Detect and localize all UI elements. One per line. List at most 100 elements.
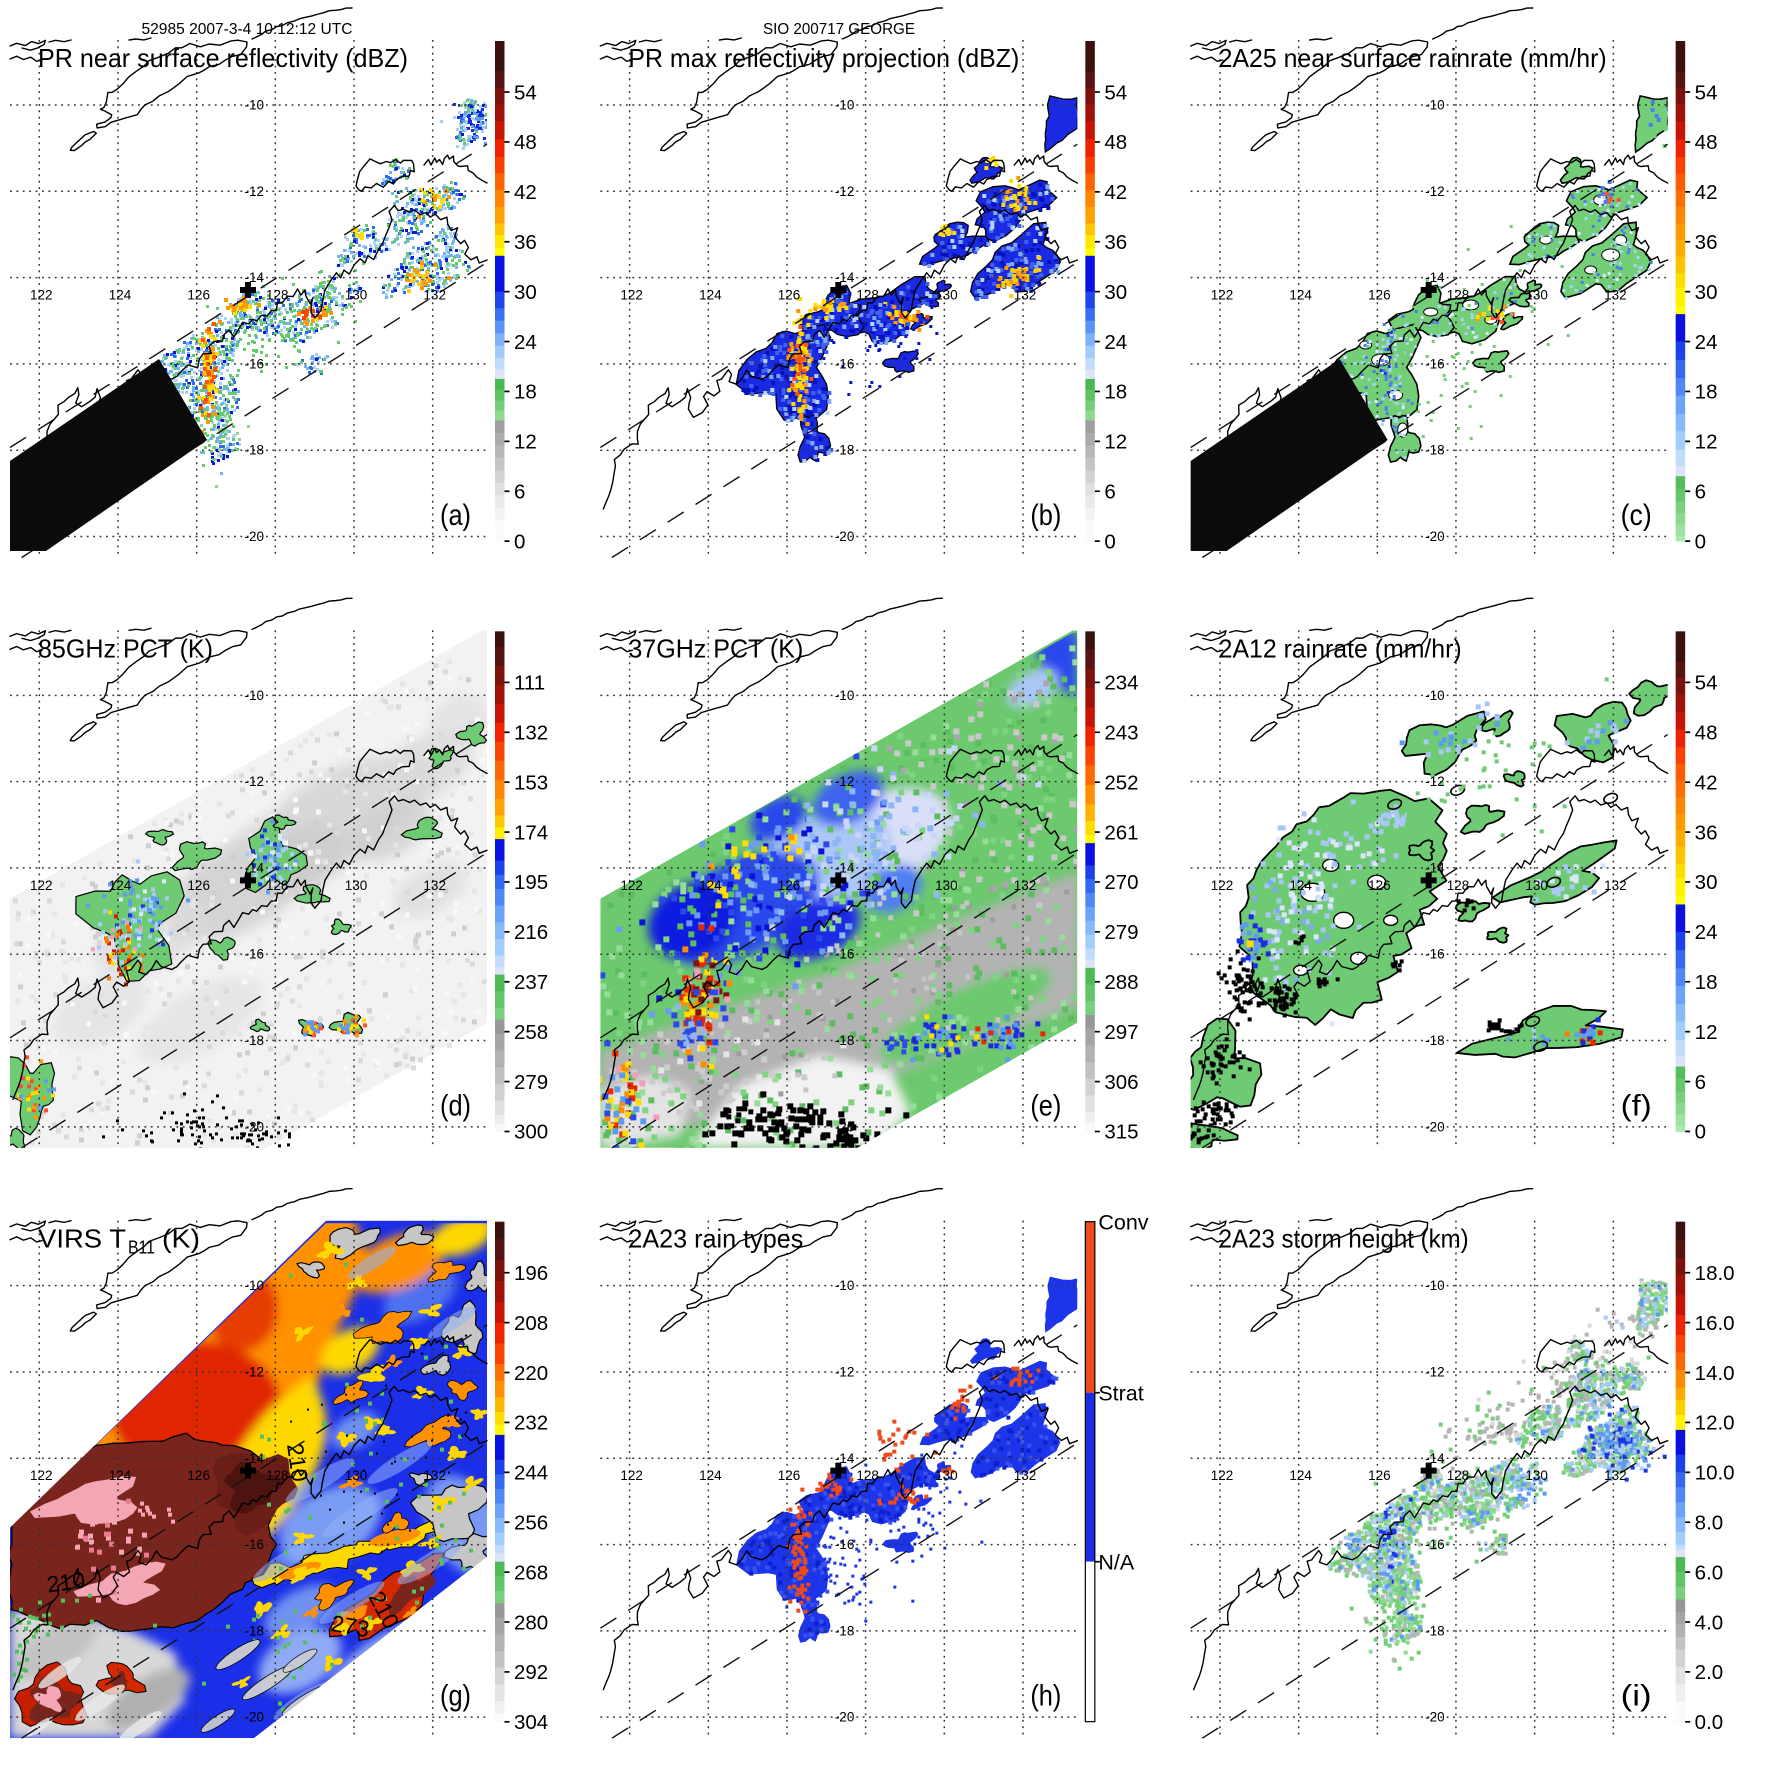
svg-text:18.0: 18.0	[1695, 1262, 1735, 1285]
svg-text:PR near surface reflectivity (: PR near surface reflectivity (dBZ)	[38, 43, 408, 73]
svg-text:24: 24	[1104, 331, 1127, 354]
svg-text:42: 42	[1695, 181, 1718, 204]
svg-text:36: 36	[514, 231, 537, 254]
svg-text:48: 48	[1104, 131, 1127, 154]
svg-text:232: 232	[514, 1412, 548, 1435]
svg-text:14.0: 14.0	[1695, 1362, 1735, 1385]
svg-text:85GHz PCT (K): 85GHz PCT (K)	[38, 633, 213, 663]
svg-text:52985 2007-3-4 10:12:12 UTC: 52985 2007-3-4 10:12:12 UTC	[142, 21, 353, 38]
svg-text:(c): (c)	[1621, 499, 1652, 532]
svg-text:10.0: 10.0	[1695, 1462, 1735, 1485]
svg-text:48: 48	[1695, 722, 1718, 745]
svg-text:237: 237	[514, 971, 548, 994]
svg-text:42: 42	[1104, 181, 1127, 204]
svg-text:24: 24	[514, 331, 537, 354]
svg-text:N/A: N/A	[1098, 1551, 1135, 1575]
svg-text:2A25 near surface rainrate (mm: 2A25 near surface rainrate (mm/hr)	[1219, 43, 1607, 73]
svg-text:4.0: 4.0	[1695, 1611, 1724, 1634]
svg-text:30: 30	[1695, 871, 1718, 894]
svg-text:304: 304	[514, 1711, 548, 1734]
svg-text:243: 243	[1104, 722, 1138, 745]
svg-text:36: 36	[1104, 231, 1127, 254]
svg-text:279: 279	[1104, 921, 1138, 944]
svg-text:256: 256	[514, 1511, 548, 1534]
svg-text:48: 48	[1695, 131, 1718, 154]
svg-text:30: 30	[1695, 281, 1718, 304]
svg-text:(K): (K)	[162, 1224, 200, 1254]
svg-text:48: 48	[514, 131, 537, 154]
svg-text:18: 18	[514, 381, 537, 404]
svg-text:0: 0	[1104, 530, 1115, 553]
svg-text:12: 12	[1695, 431, 1718, 454]
svg-text:0: 0	[1695, 1121, 1706, 1144]
svg-text:8.0: 8.0	[1695, 1511, 1724, 1534]
svg-text:54: 54	[514, 81, 537, 104]
svg-text:6: 6	[1695, 1071, 1706, 1094]
svg-text:12: 12	[1104, 431, 1127, 454]
svg-text:(f): (f)	[1621, 1089, 1652, 1122]
svg-text:B11: B11	[128, 1238, 155, 1258]
svg-text:220: 220	[514, 1362, 548, 1385]
svg-text:36: 36	[1695, 231, 1718, 254]
svg-text:(a): (a)	[440, 499, 471, 532]
svg-text:0: 0	[1695, 530, 1706, 553]
svg-text:306: 306	[1104, 1071, 1138, 1094]
svg-text:Strat: Strat	[1098, 1382, 1143, 1406]
svg-text:(b): (b)	[1030, 499, 1061, 532]
svg-text:18: 18	[1695, 971, 1718, 994]
svg-text:300: 300	[514, 1121, 548, 1144]
svg-text:6: 6	[1695, 481, 1706, 504]
svg-text:24: 24	[1695, 331, 1718, 354]
svg-text:153: 153	[514, 771, 548, 794]
svg-text:174: 174	[514, 821, 548, 844]
svg-text:24: 24	[1695, 921, 1718, 944]
svg-text:6: 6	[514, 481, 525, 504]
svg-text:30: 30	[1104, 281, 1127, 304]
svg-text:18: 18	[1695, 381, 1718, 404]
svg-text:(h): (h)	[1030, 1680, 1061, 1713]
svg-text:12.0: 12.0	[1695, 1412, 1735, 1435]
svg-text:258: 258	[514, 1021, 548, 1044]
svg-text:280: 280	[514, 1611, 548, 1634]
svg-text:132: 132	[514, 722, 548, 745]
svg-text:252: 252	[1104, 771, 1138, 794]
svg-text:208: 208	[514, 1312, 548, 1335]
svg-text:30: 30	[514, 281, 537, 304]
svg-text:111: 111	[514, 672, 545, 695]
svg-text:279: 279	[514, 1071, 548, 1094]
svg-text:36: 36	[1695, 821, 1718, 844]
svg-text:54: 54	[1695, 672, 1718, 695]
svg-text:0.0: 0.0	[1695, 1711, 1724, 1734]
svg-text:268: 268	[514, 1561, 548, 1584]
svg-text:(d): (d)	[440, 1089, 471, 1122]
svg-text:234: 234	[1104, 672, 1138, 695]
svg-text:37GHz PCT (K): 37GHz PCT (K)	[628, 633, 803, 663]
svg-text:195: 195	[514, 871, 548, 894]
svg-text:261: 261	[1104, 821, 1138, 844]
svg-text:244: 244	[514, 1462, 548, 1485]
svg-text:SIO 200717 GEORGE: SIO 200717 GEORGE	[763, 21, 915, 38]
svg-text:196: 196	[514, 1262, 548, 1285]
svg-text:18: 18	[1104, 381, 1127, 404]
svg-text:2A23 storm height (km): 2A23 storm height (km)	[1219, 1224, 1469, 1254]
svg-text:288: 288	[1104, 971, 1138, 994]
svg-text:54: 54	[1695, 81, 1718, 104]
svg-text:(i): (i)	[1621, 1680, 1652, 1713]
svg-text:2A23 rain types: 2A23 rain types	[628, 1224, 803, 1254]
svg-text:292: 292	[514, 1661, 548, 1684]
svg-text:VIRS T: VIRS T	[38, 1224, 126, 1254]
svg-text:54: 54	[1104, 81, 1127, 104]
svg-text:216: 216	[514, 921, 548, 944]
svg-text:42: 42	[1695, 771, 1718, 794]
svg-text:2.0: 2.0	[1695, 1661, 1724, 1684]
svg-text:270: 270	[1104, 871, 1138, 894]
svg-text:12: 12	[514, 431, 537, 454]
svg-text:Conv: Conv	[1098, 1211, 1148, 1235]
svg-text:2A12 rainrate (mm/hr): 2A12 rainrate (mm/hr)	[1219, 633, 1462, 663]
svg-text:(g): (g)	[440, 1680, 471, 1713]
svg-text:315: 315	[1104, 1121, 1138, 1144]
svg-text:12: 12	[1695, 1021, 1718, 1044]
svg-text:42: 42	[514, 181, 537, 204]
svg-text:297: 297	[1104, 1021, 1138, 1044]
svg-text:(e): (e)	[1030, 1089, 1061, 1122]
